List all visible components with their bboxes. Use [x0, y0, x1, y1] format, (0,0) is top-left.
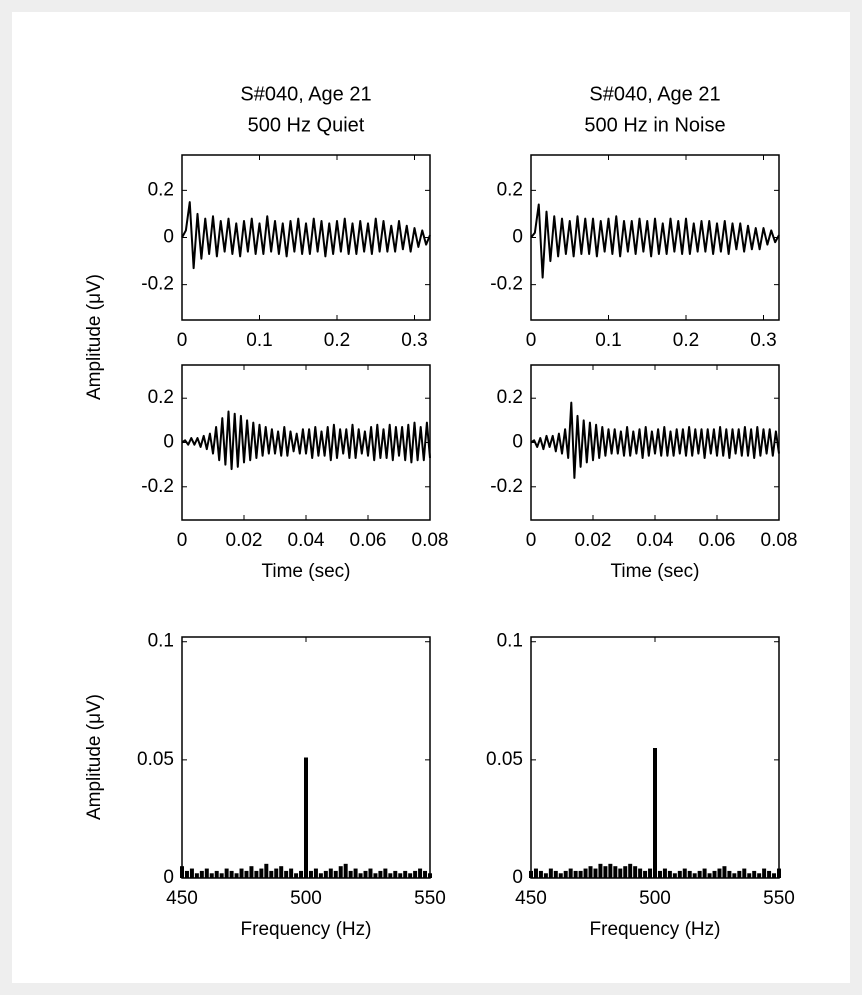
chart-title: S#040, Age 21 [240, 83, 371, 105]
x-tick-label: 550 [414, 888, 446, 909]
x-tick-label: 450 [515, 888, 547, 909]
y-axis-label: Amplitude (μV) [84, 274, 105, 400]
y-tick-label: 0.2 [148, 387, 174, 408]
x-tick-label: 0.2 [324, 330, 350, 351]
x-tick-label: 0.02 [575, 530, 612, 551]
axes-background [182, 365, 430, 520]
waveform [181, 410, 431, 471]
x-tick-label: 0.06 [350, 530, 387, 551]
x-axis-label: Frequency (Hz) [590, 919, 721, 940]
y-tick-label: 0 [163, 227, 174, 248]
waveform [530, 203, 780, 279]
x-tick-label: 0.02 [226, 530, 263, 551]
x-tick-label: 0.3 [750, 330, 776, 351]
y-tick-label: -0.2 [490, 274, 523, 295]
x-tick-label: 0 [526, 330, 537, 351]
x-tick-label: 500 [639, 888, 671, 909]
x-tick-label: 0 [177, 330, 188, 351]
x-tick-label: 0.04 [288, 530, 325, 551]
x-tick-label: 0.1 [595, 330, 621, 351]
chart-title: S#040, Age 21 [589, 83, 720, 105]
x-tick-label: 0.04 [637, 530, 674, 551]
y-tick-label: 0 [512, 867, 523, 888]
x-axis-label: Time (sec) [610, 561, 699, 582]
y-tick-label: -0.2 [141, 274, 174, 295]
y-tick-label: 0 [163, 432, 174, 453]
x-tick-label: 0.06 [699, 530, 736, 551]
chart-title: 500 Hz in Noise [584, 114, 725, 136]
x-tick-label: 450 [166, 888, 198, 909]
x-tick-label: 550 [763, 888, 795, 909]
x-tick-label: 0.08 [761, 530, 798, 551]
x-tick-label: 0.2 [673, 330, 699, 351]
y-tick-label: 0.05 [137, 749, 174, 770]
y-tick-label: 0 [163, 867, 174, 888]
x-tick-label: 0.1 [246, 330, 272, 351]
y-axis-label: Amplitude (μV) [84, 694, 105, 820]
x-axis-label: Time (sec) [261, 561, 350, 582]
waveform [181, 201, 431, 270]
x-tick-label: 0.3 [401, 330, 427, 351]
x-tick-label: 0.08 [412, 530, 449, 551]
waveform [530, 401, 780, 479]
chart-title: 500 Hz Quiet [248, 114, 365, 136]
x-tick-label: 500 [290, 888, 322, 909]
y-tick-label: -0.2 [490, 476, 523, 497]
y-tick-label: -0.2 [141, 476, 174, 497]
y-tick-label: 0.2 [148, 179, 174, 200]
y-tick-label: 0.2 [497, 179, 523, 200]
y-tick-label: 0 [512, 227, 523, 248]
y-tick-label: 0 [512, 432, 523, 453]
x-axis-label: Frequency (Hz) [241, 919, 372, 940]
y-tick-label: 0.05 [486, 749, 523, 770]
y-tick-label: 0.1 [148, 631, 174, 652]
x-tick-label: 0 [177, 530, 188, 551]
y-tick-label: 0.1 [497, 631, 523, 652]
y-tick-label: 0.2 [497, 387, 523, 408]
x-tick-label: 0 [526, 530, 537, 551]
